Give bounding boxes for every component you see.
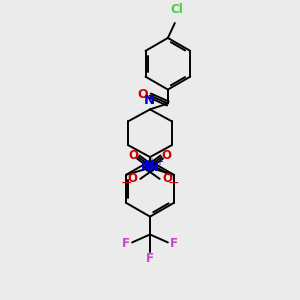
Text: N: N — [143, 94, 155, 107]
Text: Cl: Cl — [170, 3, 183, 16]
Text: +: + — [155, 157, 163, 167]
Text: F: F — [122, 237, 130, 250]
Text: O: O — [163, 172, 172, 185]
Text: N: N — [141, 161, 151, 175]
Text: +: + — [147, 157, 155, 167]
Text: O: O — [138, 88, 148, 101]
Text: O: O — [128, 148, 138, 162]
Text: O: O — [128, 172, 137, 185]
Text: N: N — [143, 159, 155, 172]
Text: −: − — [168, 176, 179, 190]
Text: F: F — [146, 252, 154, 265]
Text: −: − — [121, 176, 132, 190]
Text: F: F — [170, 237, 178, 250]
Text: O: O — [162, 148, 172, 162]
Text: N: N — [149, 161, 159, 175]
